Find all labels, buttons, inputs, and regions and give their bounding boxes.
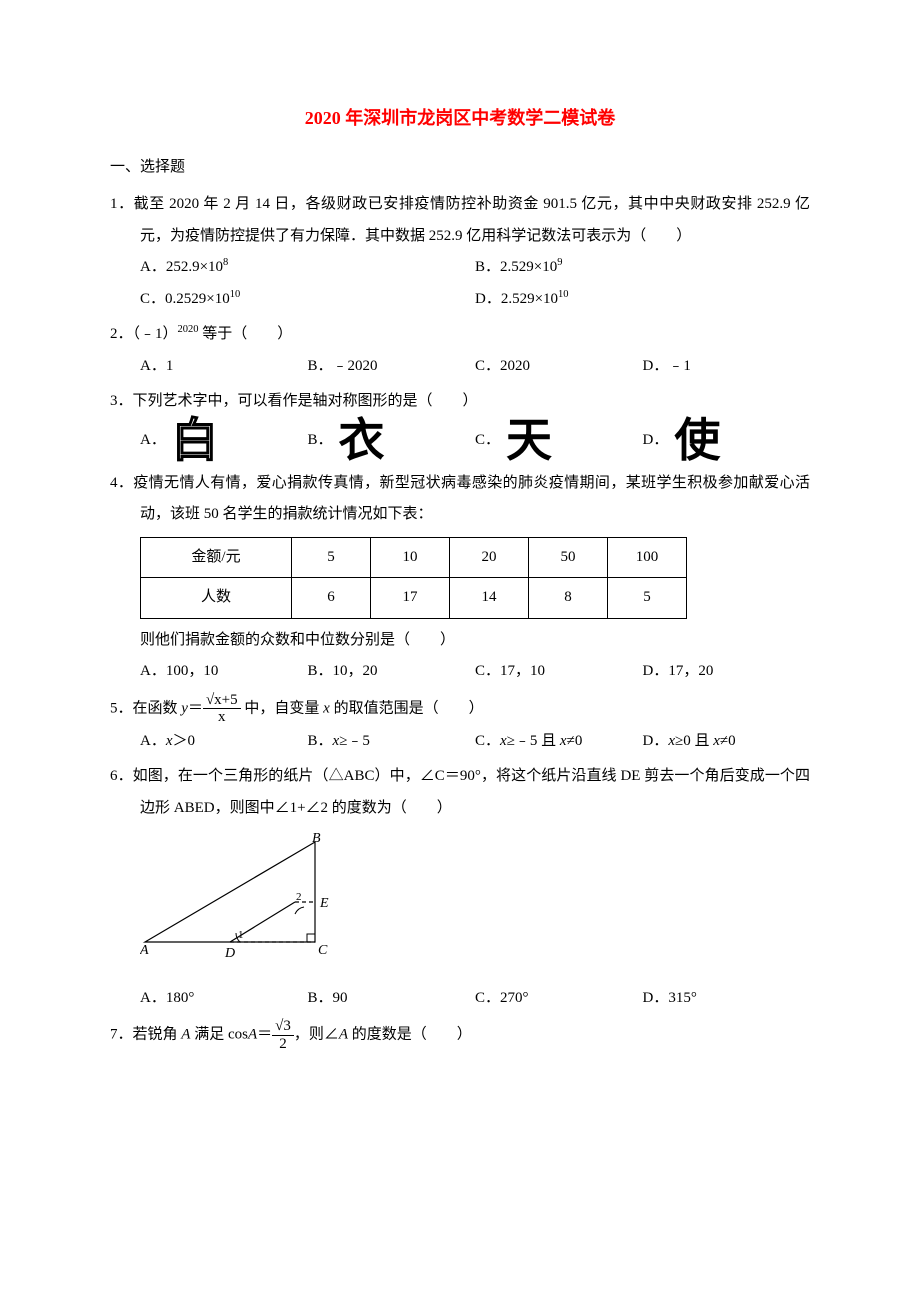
glyph-tian: 天: [506, 418, 552, 464]
glyph-bai: 白: [172, 418, 218, 464]
section-1-header: 一、选择题: [110, 152, 810, 184]
q5-option-b: B．x≥﹣5: [308, 726, 476, 758]
q5-option-c: C．x≥﹣5 且 x≠0: [475, 726, 643, 758]
q4-option-c: C．17，10: [475, 656, 643, 688]
q2-option-b: B．﹣2020: [308, 351, 476, 383]
svg-text:B: B: [312, 832, 321, 846]
question-5: 5．在函数 y＝√x+5x 中，自变量 x 的取值范围是（ ） A．x＞0 B．…: [110, 692, 810, 758]
q4-post: 则他们捐款金额的众数和中位数分别是（ ）: [110, 625, 810, 657]
q3-option-c: C．天: [475, 418, 643, 464]
q1-option-d: D．2.529×1010: [475, 284, 810, 316]
question-3: 3．下列艺术字中，可以看作是轴对称图形的是（ ） A．白 B．衣 C．天 D．使: [110, 386, 810, 464]
q4-stem: 4．疫情无情人有情，爱心捐款传真情，新型冠状病毒感染的肺炎疫情期间，某班学生积极…: [110, 468, 810, 531]
q2-option-d: D．﹣1: [643, 351, 811, 383]
question-4: 4．疫情无情人有情，爱心捐款传真情，新型冠状病毒感染的肺炎疫情期间，某班学生积极…: [110, 468, 810, 688]
q5-option-a: A．x＞0: [140, 726, 308, 758]
question-7: 7．若锐角 A 满足 cosA＝√32，则∠A 的度数是（ ）: [110, 1018, 810, 1052]
q7-stem: 7．若锐角 A 满足 cosA＝√32，则∠A 的度数是（ ）: [110, 1018, 810, 1052]
q1-option-c: C．0.2529×1010: [140, 284, 475, 316]
q6-option-b: B．90: [308, 983, 476, 1015]
triangle-diagram: A B C D E 1 2: [140, 832, 810, 975]
exam-title: 2020 年深圳市龙岗区中考数学二模试卷: [110, 100, 810, 138]
question-2: 2．（﹣1）2020 等于（ ） A．1 B．﹣2020 C．2020 D．﹣1: [110, 319, 810, 382]
q3-stem: 3．下列艺术字中，可以看作是轴对称图形的是（ ）: [110, 386, 810, 418]
donation-table: 金额/元 5 10 20 50 100 人数 6 17 14 8 5: [140, 537, 687, 619]
q6-stem: 6．如图，在一个三角形的纸片（△ABC）中，∠C＝90°，将这个纸片沿直线 DE…: [110, 761, 810, 824]
svg-text:D: D: [224, 946, 235, 961]
q4-option-b: B．10，20: [308, 656, 476, 688]
q1-option-a: A．252.9×108: [140, 252, 475, 284]
q6-option-a: A．180°: [140, 983, 308, 1015]
q6-option-d: D．315°: [643, 983, 811, 1015]
q1-stem: 1．截至 2020 年 2 月 14 日，各级财政已安排疫情防控补助资金 901…: [110, 189, 810, 252]
q3-option-b: B．衣: [308, 418, 476, 464]
question-1: 1．截至 2020 年 2 月 14 日，各级财政已安排疫情防控补助资金 901…: [110, 189, 810, 315]
q4-option-a: A．100，10: [140, 656, 308, 688]
table-header-count: 人数: [141, 578, 292, 619]
svg-text:A: A: [140, 943, 149, 958]
q2-option-a: A．1: [140, 351, 308, 383]
q1-option-b: B．2.529×109: [475, 252, 810, 284]
q4-option-d: D．17，20: [643, 656, 811, 688]
q3-option-d: D．使: [643, 418, 811, 464]
q3-option-a: A．白: [140, 418, 308, 464]
svg-text:2: 2: [296, 891, 302, 903]
glyph-shi: 使: [674, 418, 720, 464]
table-header-amount: 金额/元: [141, 537, 292, 578]
table-row: 金额/元 5 10 20 50 100: [141, 537, 687, 578]
q5-option-d: D．x≥0 且 x≠0: [643, 726, 811, 758]
q5-stem: 5．在函数 y＝√x+5x 中，自变量 x 的取值范围是（ ）: [110, 692, 810, 726]
svg-text:E: E: [319, 896, 329, 911]
q2-option-c: C．2020: [475, 351, 643, 383]
table-row: 人数 6 17 14 8 5: [141, 578, 687, 619]
glyph-yi: 衣: [339, 418, 385, 464]
q2-stem: 2．（﹣1）2020 等于（ ）: [110, 319, 810, 351]
q6-option-c: C．270°: [475, 983, 643, 1015]
svg-text:1: 1: [238, 929, 244, 941]
svg-text:C: C: [318, 943, 328, 958]
question-6: 6．如图，在一个三角形的纸片（△ABC）中，∠C＝90°，将这个纸片沿直线 DE…: [110, 761, 810, 1014]
